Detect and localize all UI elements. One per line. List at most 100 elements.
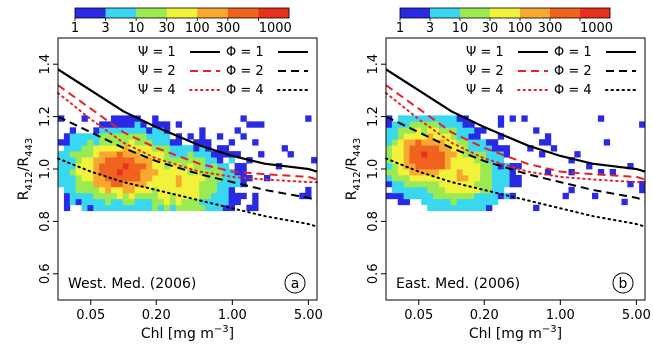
density-cell	[110, 127, 118, 134]
density-cell	[175, 121, 183, 128]
density-cell	[486, 204, 493, 212]
density-cell	[462, 163, 469, 170]
density-cell	[122, 198, 130, 206]
y-axis-label-r: R	[16, 190, 32, 200]
density-cell	[158, 204, 165, 212]
density-cell	[158, 186, 165, 194]
density-cell	[462, 169, 469, 176]
density-cell	[175, 151, 183, 158]
density-cell	[486, 198, 493, 206]
density-cell	[486, 174, 493, 182]
density-cell	[63, 180, 71, 188]
density-cell	[444, 151, 452, 158]
density-cell	[403, 133, 410, 140]
density-cell	[427, 198, 434, 206]
density-cell	[415, 169, 422, 176]
density-cell	[462, 186, 469, 194]
density-cell	[468, 192, 475, 200]
density-cell	[169, 145, 177, 152]
density-cell	[550, 145, 558, 152]
density-cell	[169, 180, 177, 188]
density-cell	[438, 151, 446, 158]
density-cell	[211, 169, 218, 176]
x-tick-label: 0.05	[76, 308, 105, 323]
density-cell	[592, 192, 599, 200]
density-cell	[99, 204, 106, 212]
y-tick-label: 1.4	[38, 54, 53, 75]
density-cell	[228, 180, 235, 188]
density-cell	[110, 157, 118, 164]
density-cell	[63, 133, 71, 140]
y-axis-label-sub2: 443	[24, 138, 35, 157]
density-cell	[539, 151, 546, 158]
legend-label-phi4: Φ = 4	[554, 83, 592, 98]
density-cell	[140, 157, 147, 164]
density-cell	[491, 198, 499, 206]
density-cell	[105, 121, 112, 128]
density-cell	[391, 192, 399, 200]
density-cell	[81, 186, 88, 194]
density-cell	[574, 151, 581, 158]
density-cell	[199, 133, 206, 140]
density-cell	[87, 174, 94, 182]
density-cell	[222, 180, 230, 188]
density-cell	[152, 145, 159, 152]
density-cell	[456, 204, 463, 212]
density-cell	[415, 186, 422, 194]
density-cell	[122, 157, 130, 164]
y-axis-label-sub2: 443	[352, 138, 363, 157]
colorbar-swatch	[550, 8, 581, 18]
density-cell	[456, 186, 463, 194]
density-cell	[205, 169, 212, 176]
density-cell	[169, 169, 177, 176]
density-cell	[386, 151, 393, 158]
density-cell	[193, 139, 200, 146]
colorbar-tick-label: 300	[538, 21, 563, 36]
density-cell	[122, 133, 130, 140]
density-cell	[163, 121, 171, 128]
density-cell	[211, 198, 218, 206]
density-cell	[152, 186, 159, 194]
density-cell	[81, 204, 88, 212]
density-cell	[421, 157, 428, 164]
colorbar-swatch	[520, 8, 551, 18]
density-cell	[639, 186, 646, 194]
density-cell	[386, 192, 393, 200]
density-cell	[240, 133, 247, 140]
density-cell	[75, 145, 82, 152]
density-cell	[140, 133, 147, 140]
density-cell	[386, 145, 393, 152]
density-cell	[397, 145, 405, 152]
density-cell	[433, 174, 440, 182]
density-cell	[474, 163, 481, 170]
density-cell	[562, 192, 569, 200]
density-cell	[486, 186, 493, 194]
density-cell	[105, 198, 112, 206]
density-cell	[438, 192, 446, 200]
density-cell	[116, 145, 124, 152]
density-cell	[433, 169, 440, 176]
density-cell	[163, 169, 171, 176]
density-cell	[391, 174, 399, 182]
density-cell	[152, 174, 159, 182]
density-cell	[75, 169, 82, 176]
colorbar-swatch	[430, 8, 461, 18]
density-cell	[391, 163, 399, 170]
density-cell	[193, 151, 200, 158]
density-cell	[474, 133, 481, 140]
colorbar-swatch	[105, 8, 137, 18]
density-cell	[234, 127, 241, 134]
density-cell	[199, 174, 206, 182]
y-tick-label: 0.6	[366, 263, 381, 284]
density-cell	[305, 186, 312, 194]
density-cell	[438, 157, 446, 164]
curve-phi2	[57, 115, 318, 202]
density-cell	[122, 169, 130, 176]
density-cell	[427, 133, 434, 140]
colorbar-tick-label: 30	[158, 21, 175, 36]
colorbar-tick-label: 3	[426, 21, 434, 36]
density-cell	[193, 204, 200, 212]
density-cell	[409, 157, 416, 164]
density-cell	[75, 174, 82, 182]
x-axis-label-sup: −3	[214, 324, 229, 335]
